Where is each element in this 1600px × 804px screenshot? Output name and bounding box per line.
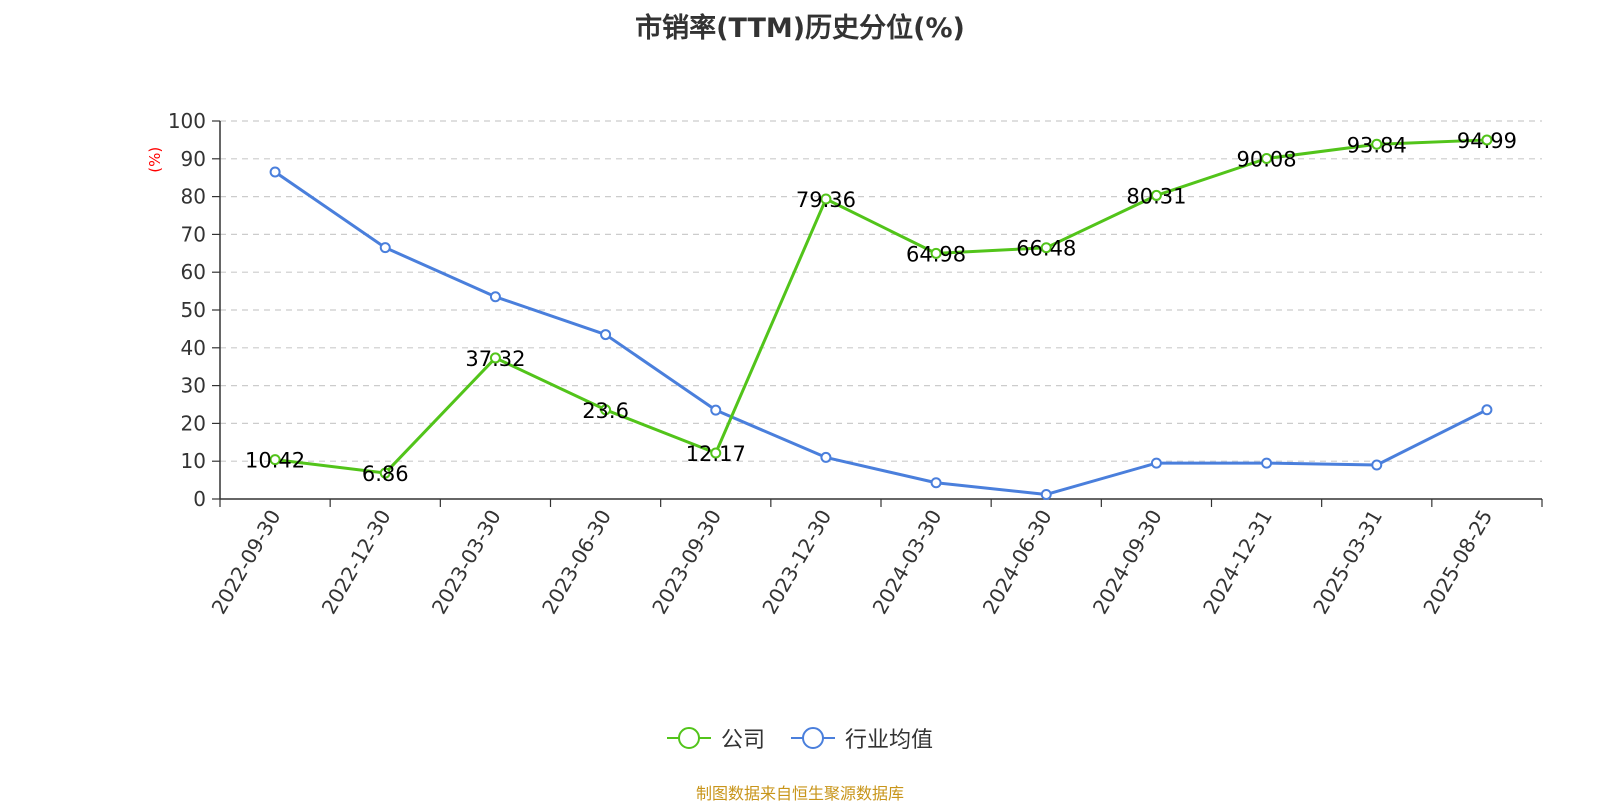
data-point-company — [1150, 189, 1162, 201]
data-point-industry-average — [600, 329, 612, 341]
data-point-company — [489, 352, 501, 364]
data-point-industry-average — [379, 242, 391, 254]
data-label: 23.6 — [582, 399, 629, 423]
data-point-company — [600, 404, 612, 416]
y-tick-label: 40 — [181, 336, 206, 360]
data-point-industry-average — [930, 477, 942, 489]
y-tick-label: 30 — [181, 374, 206, 398]
legend-label-industry-average: 行业均值 — [845, 728, 934, 753]
x-tick-label: 2022-12-30 — [317, 506, 396, 619]
data-point-company — [1040, 242, 1052, 254]
data-point-industry-average — [1481, 404, 1493, 416]
data-point-industry-average — [1150, 457, 1162, 469]
series-lines — [269, 134, 1493, 500]
x-tick-label: 2022-09-30 — [207, 506, 286, 619]
data-label: 6.86 — [362, 462, 409, 486]
y-axis-unit-label: (%) — [146, 147, 164, 173]
data-point-industry-average — [820, 451, 832, 463]
data-label: 80.31 — [1126, 184, 1186, 208]
data-source-note: 制图数据来自恒生聚源数据库 — [695, 784, 904, 803]
y-tick-label: 10 — [181, 449, 206, 473]
y-tick-label: 80 — [181, 185, 206, 209]
data-point-industry-average — [489, 291, 501, 303]
x-tick-label: 2023-06-30 — [537, 506, 616, 619]
line-chart: 0 10 20 30 40 50 60 70 80 90 100(%) 2022-09-30 2022-… — [146, 109, 1543, 619]
x-tick-label: 2025-08-25 — [1418, 506, 1497, 619]
grid-lines — [220, 120, 1542, 462]
x-tick-label: 2023-12-30 — [757, 506, 836, 619]
x-tick-label: 2024-06-30 — [978, 506, 1057, 619]
x-tick-label: 2024-09-30 — [1088, 506, 1167, 619]
legend-item-company[interactable]: 公司 — [666, 722, 765, 754]
y-tick-label: 50 — [181, 298, 206, 322]
x-tick-label: 2023-03-30 — [427, 506, 506, 619]
data-point-industry-average — [1371, 459, 1383, 471]
legend-label-company: 公司 — [720, 728, 765, 753]
data-point-company — [930, 247, 942, 259]
axes: 0 10 20 30 40 50 60 70 80 90 100(%) 2022-09-30 2022-… — [146, 109, 1543, 619]
y-tick-label: 70 — [181, 222, 206, 246]
data-point-industry-average — [269, 166, 281, 178]
data-label: 12.17 — [686, 442, 746, 466]
data-point-company — [1261, 152, 1273, 164]
x-tick-label: 2023-09-30 — [647, 506, 726, 619]
y-tick-label: 20 — [181, 411, 206, 435]
data-label: 10.42 — [245, 449, 305, 473]
legend-line-circle-icon — [666, 725, 711, 751]
data-label: 93.84 — [1347, 133, 1407, 157]
series-line-industry-average — [274, 170, 1488, 496]
data-label: 90.08 — [1237, 147, 1297, 171]
y-tick-label: 60 — [181, 260, 206, 284]
y-tick-label: 0 — [193, 487, 206, 511]
legend-line-circle-icon — [791, 725, 835, 751]
data-point-industry-average — [1040, 488, 1052, 500]
data-labels: 10.42 6.86 37.32 23.6 12.17 79.36 64.98 66.48 80… — [245, 129, 1517, 486]
data-point-industry-average — [710, 404, 722, 416]
data-point-company — [710, 447, 722, 459]
chart-title: 市销率(TTM)历史分位(%) — [635, 13, 965, 44]
data-label: 79.36 — [796, 188, 856, 212]
legend-item-industry-average[interactable]: 行业均值 — [791, 722, 933, 754]
data-point-company — [1371, 138, 1383, 150]
series-line-company — [274, 138, 1487, 475]
data-point-company — [269, 454, 281, 466]
x-tick-label: 2024-12-31 — [1198, 506, 1277, 619]
data-point-company — [1481, 134, 1493, 146]
data-point-company — [379, 467, 391, 479]
data-label: 37.32 — [465, 347, 525, 371]
data-label: 64.98 — [906, 242, 966, 266]
data-point-company — [820, 193, 832, 205]
data-label: 94.99 — [1457, 129, 1517, 153]
y-tick-label: 90 — [181, 147, 206, 171]
data-label: 66.48 — [1016, 237, 1076, 261]
data-point-industry-average — [1261, 457, 1273, 469]
y-tick-label: 100 — [168, 109, 206, 133]
legend: 公司 行业均值 — [0, 722, 1600, 754]
x-tick-label: 2024-03-30 — [868, 506, 947, 619]
x-tick-label: 2025-03-31 — [1308, 506, 1387, 619]
